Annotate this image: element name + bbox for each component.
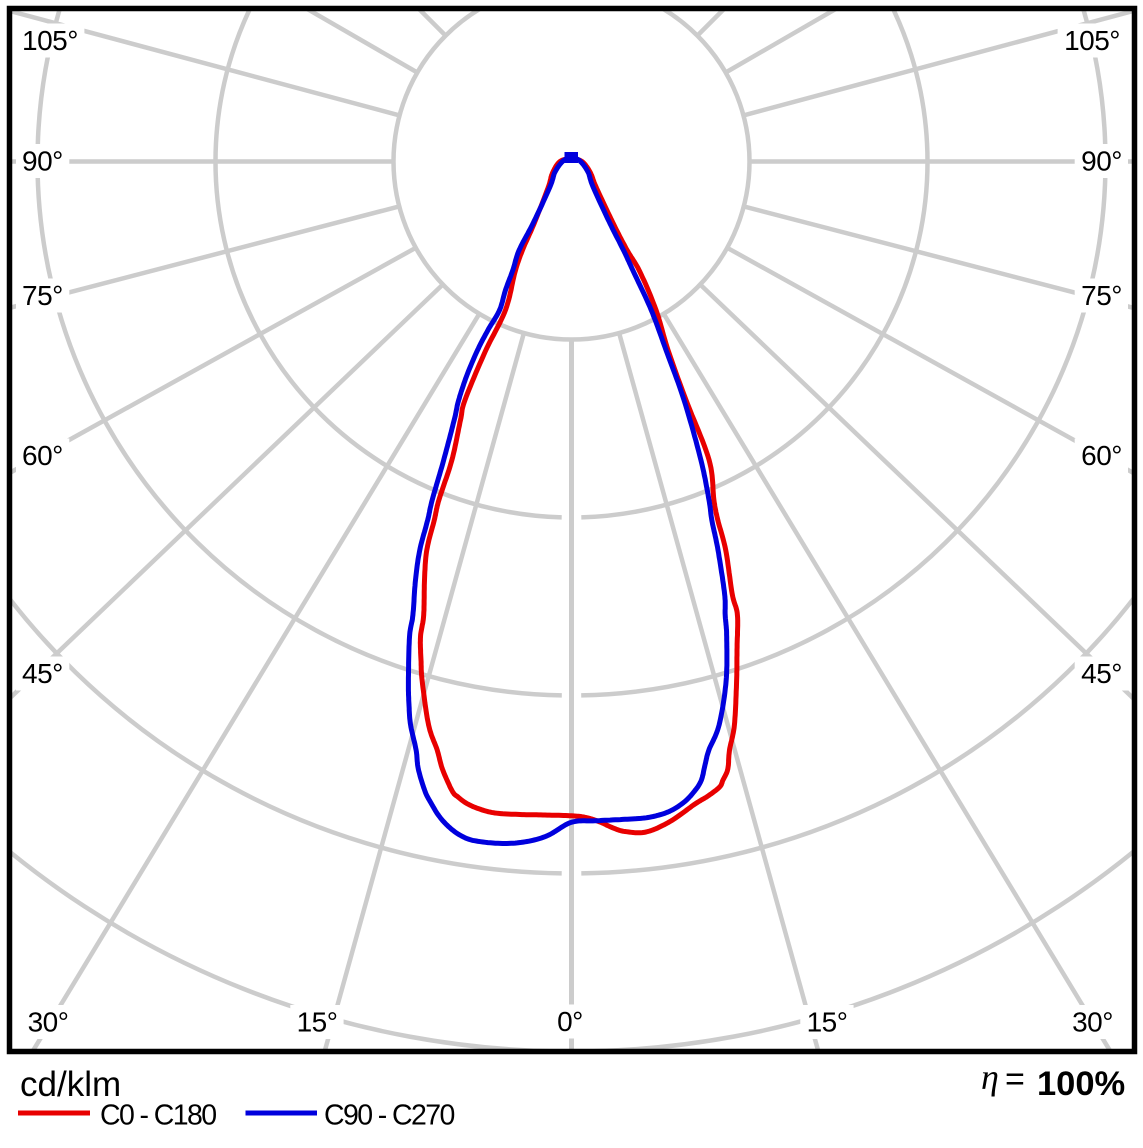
svg-text:0°: 0° bbox=[557, 1006, 583, 1037]
svg-text:105°: 105° bbox=[22, 25, 78, 56]
svg-text:η: η bbox=[981, 1057, 999, 1097]
svg-text:90°: 90° bbox=[1081, 146, 1122, 177]
svg-text:15°: 15° bbox=[297, 1007, 338, 1038]
svg-text:45°: 45° bbox=[1081, 658, 1122, 689]
svg-text:75°: 75° bbox=[1081, 280, 1122, 311]
svg-text:90°: 90° bbox=[22, 146, 63, 177]
svg-text:75°: 75° bbox=[22, 280, 63, 311]
svg-text:15°: 15° bbox=[807, 1007, 848, 1038]
svg-text:100%: 100% bbox=[1037, 1065, 1125, 1103]
svg-text:105°: 105° bbox=[1064, 25, 1120, 56]
svg-text:30°: 30° bbox=[28, 1007, 69, 1038]
svg-text:cd/klm: cd/klm bbox=[20, 1065, 121, 1104]
svg-text:60°: 60° bbox=[1081, 440, 1122, 471]
svg-text:45°: 45° bbox=[22, 658, 63, 689]
svg-text:C90 - C270: C90 - C270 bbox=[324, 1100, 454, 1132]
svg-text:=: = bbox=[1005, 1061, 1025, 1099]
svg-text:C0 - C180: C0 - C180 bbox=[100, 1100, 216, 1132]
svg-text:30°: 30° bbox=[1072, 1007, 1113, 1038]
svg-text:60°: 60° bbox=[22, 440, 63, 471]
